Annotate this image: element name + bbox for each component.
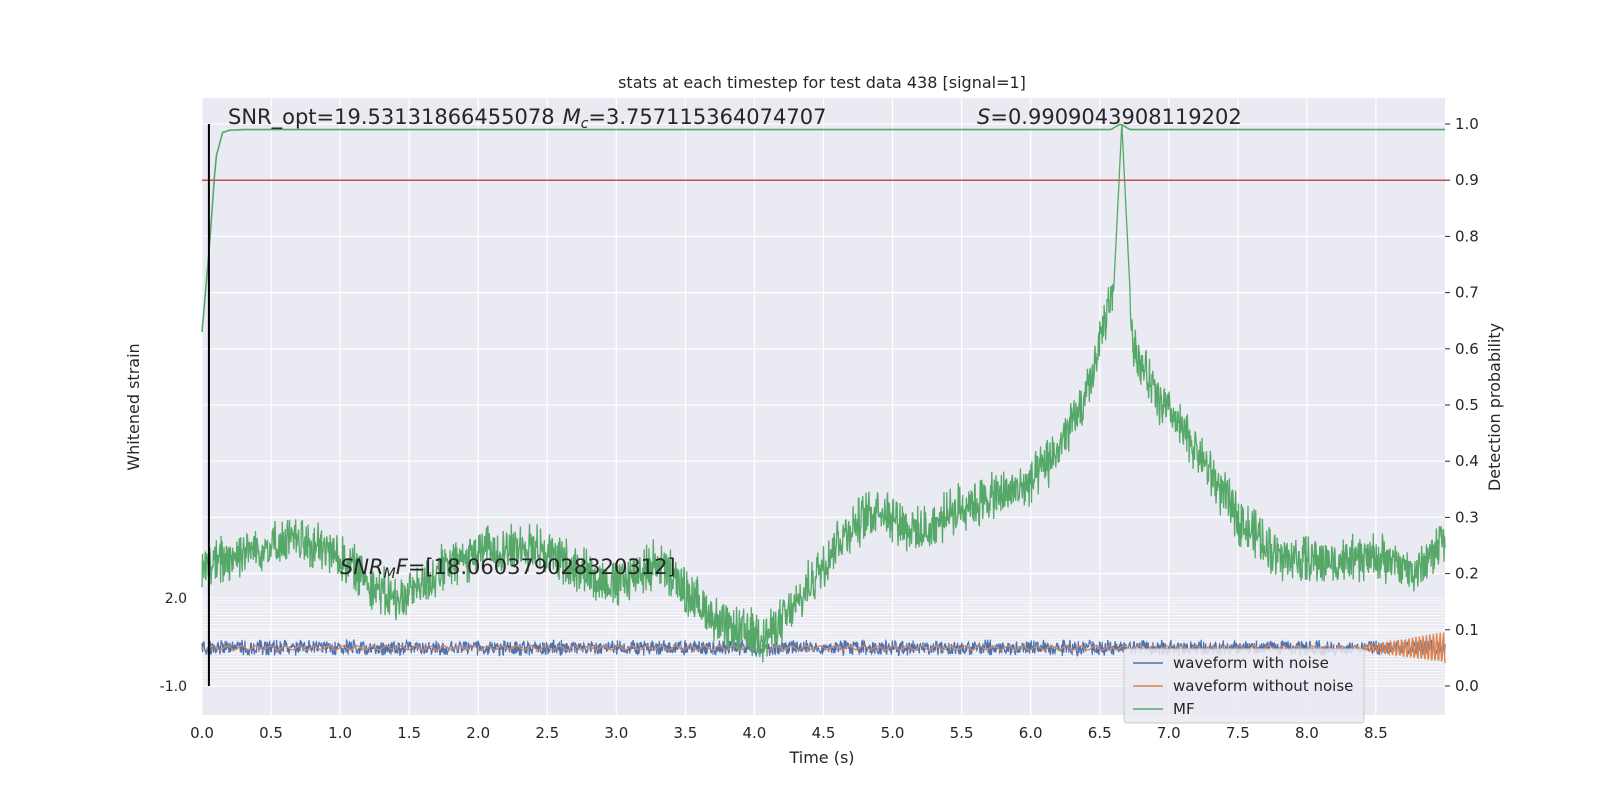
mc-value: =3.757115364074707 (588, 105, 826, 129)
x-tick-label: 3.5 (673, 724, 697, 742)
mc-subscript: c (581, 116, 589, 132)
x-tick-label: 1.0 (328, 724, 352, 742)
legend-box (1123, 648, 1365, 724)
snr-mf-value: =[18.060379028320312] (408, 555, 676, 579)
x-tick-label: 5.0 (881, 724, 905, 742)
chart-title: stats at each timestep for test data 438… (618, 73, 1026, 92)
y-right-tick-label: 0.8 (1455, 227, 1479, 245)
y-right-tick-label: 0.3 (1455, 508, 1479, 526)
snr-mf-italic: F (396, 555, 409, 579)
y-axis-label-left: Whitened strain (124, 343, 143, 470)
annotation-snr-mf: SNRMF=[18.060379028320312] (340, 555, 676, 582)
y-right-tick-label: 0.7 (1455, 284, 1479, 302)
x-tick-label: 5.5 (950, 724, 974, 742)
waveform-layer (201, 632, 1446, 664)
legend-label-mf: MF (1173, 700, 1195, 718)
x-tick-label: 7.0 (1157, 724, 1181, 742)
x-tick-label: 7.5 (1226, 724, 1250, 742)
x-tick-label: 1.5 (397, 724, 421, 742)
y-right-tick-label: 0.6 (1455, 340, 1479, 358)
x-tick-label: 6.5 (1088, 724, 1112, 742)
x-tick-label: 4.0 (743, 724, 767, 742)
x-tick-label: 8.0 (1295, 724, 1319, 742)
y-right-tick-label: 0.5 (1455, 396, 1479, 414)
y-right-tick-label: 0.0 (1455, 677, 1479, 695)
series-detection-probability (201, 123, 1446, 663)
s-symbol: S (977, 105, 990, 129)
x-tick-label: 4.5 (812, 724, 836, 742)
series-waveform-noise (201, 638, 1446, 658)
x-tick-label: 0.5 (259, 724, 283, 742)
x-tick-label: 2.5 (535, 724, 559, 742)
x-tick-label: 3.0 (604, 724, 628, 742)
mc-symbol: M (563, 105, 581, 129)
y-right-tick-label: 1.0 (1455, 115, 1479, 133)
x-axis-label: Time (s) (788, 748, 854, 767)
x-tick-label: 2.0 (466, 724, 490, 742)
tick-layer: 0.0 0.5 1.0 1.5 2.0 2.5 3.0 3.5 4.0 4.5 5.0 5.5 6.0 6… (160, 115, 1479, 742)
snr-opt-text: SNR_opt=19.53131866455078 (228, 105, 555, 130)
series-waveform-clean (201, 632, 1446, 664)
mf-layer (201, 123, 1445, 332)
y-right-tick-label: 0.4 (1455, 452, 1479, 470)
overlay-layer (202, 124, 1445, 686)
snr-mf-main: SNR (340, 555, 384, 579)
annotation-snr-opt: SNR_opt=19.53131866455078 Mc=3.7571153640… (228, 105, 826, 132)
y-right-tick-label: 0.1 (1455, 621, 1479, 639)
x-tick-label: 6.0 (1019, 724, 1043, 742)
legend: waveform with noise waveform without noi… (1123, 648, 1365, 724)
y-axis-label-right: Detection probability (1485, 323, 1504, 491)
y-left-tick-label: 2.0 (165, 591, 187, 607)
legend-label-clean: waveform without noise (1173, 677, 1353, 695)
series-mf-line (201, 123, 1445, 332)
y-left-tick-label: -1.0 (160, 679, 187, 695)
detection-layer (201, 123, 1446, 663)
annotation-s: S=0.9909043908119202 (977, 105, 1242, 129)
y-right-tick-label: 0.2 (1455, 565, 1479, 583)
legend-label-noise: waveform with noise (1173, 654, 1329, 672)
x-tick-label: 8.5 (1364, 724, 1388, 742)
y-right-tick-label: 0.9 (1455, 171, 1479, 189)
x-tick-label: 0.0 (190, 724, 214, 742)
snr-mf-sub: M (384, 566, 396, 582)
s-value: =0.9909043908119202 (990, 105, 1241, 129)
